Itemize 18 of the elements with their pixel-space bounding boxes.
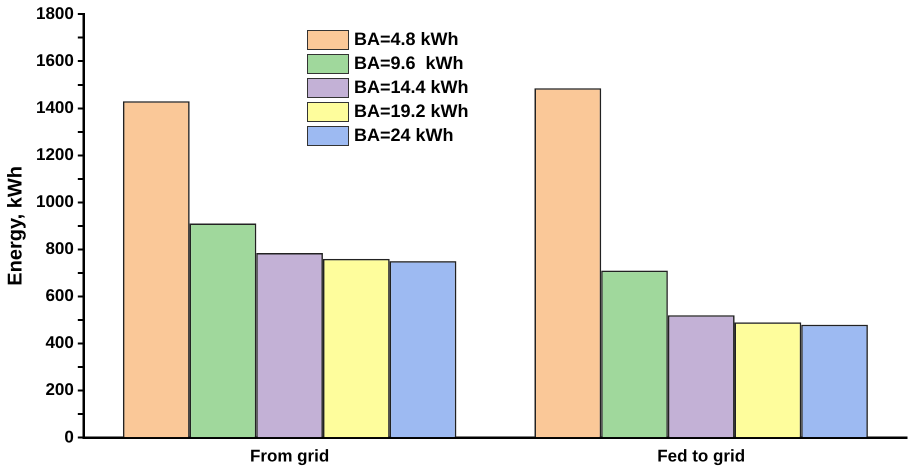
- y-tick-label: 200: [45, 380, 74, 400]
- y-tick-label: 1000: [36, 192, 74, 212]
- x-tick-label: From grid: [250, 446, 330, 466]
- y-tick-label: 800: [45, 239, 74, 258]
- legend-label: BA=9.6 kWh: [354, 53, 464, 74]
- y-tick-label: 1200: [36, 145, 74, 164]
- y-tick-label: 1800: [36, 4, 74, 23]
- y-tick-label: 400: [45, 333, 74, 352]
- legend-label: BA=19.2 kWh: [354, 101, 469, 122]
- legend-label: BA=14.4 kWh: [354, 77, 469, 98]
- y-tick-label: 600: [45, 286, 74, 306]
- y-axis-title: Energy, kWh: [4, 166, 27, 286]
- x-tick-label: Fed to grid: [657, 446, 746, 466]
- y-tick-label: 1600: [36, 50, 74, 70]
- legend-label: BA=24 kWh: [354, 125, 454, 146]
- y-tick-label: 1400: [36, 98, 74, 117]
- legend-label: BA=4.8 kWh: [354, 29, 459, 50]
- y-tick-label: 0: [64, 427, 74, 446]
